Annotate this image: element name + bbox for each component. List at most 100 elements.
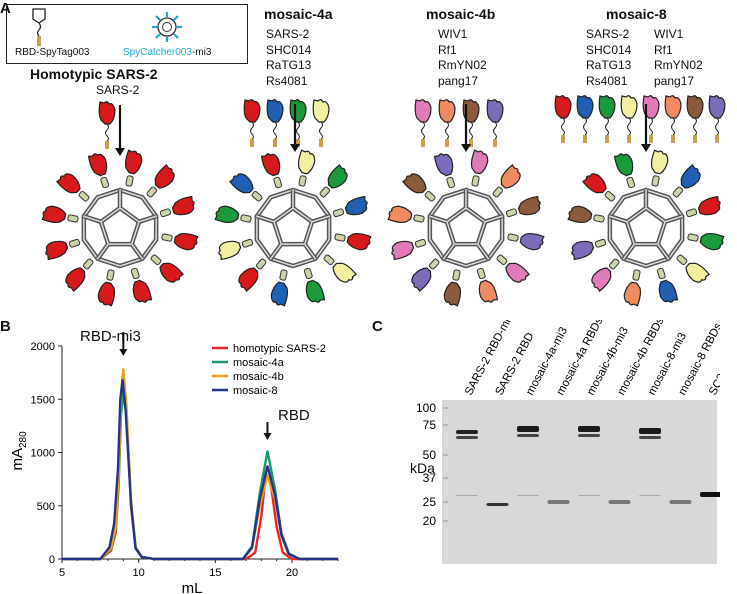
gel-band <box>517 434 539 437</box>
marker-label: 37 <box>423 471 437 485</box>
spycatcher-link-icon <box>656 267 666 280</box>
strain-item: SARS-2 <box>266 27 310 41</box>
spycatcher-link-icon <box>604 190 616 202</box>
rbd-icon <box>266 99 284 123</box>
legend-label: mosaic-4a <box>233 357 285 369</box>
rbd-icon <box>297 149 316 175</box>
peak-label-rbd-mi3: RBD-mi3 <box>80 328 141 345</box>
free-rbd <box>243 99 261 147</box>
series-line-1 <box>62 391 338 561</box>
rbd-icon <box>658 279 679 303</box>
rbd-icon <box>229 173 254 194</box>
strain-item: RmYN02 <box>438 58 487 72</box>
arrow-head-icon <box>641 144 651 152</box>
rbd-icon <box>642 95 660 119</box>
strain-homotypic: SARS-2 <box>96 83 140 97</box>
rbd-icon <box>214 205 240 224</box>
rbd-icon <box>65 267 86 292</box>
spycatcher-link-icon <box>424 190 436 202</box>
rbd-icon <box>591 267 612 292</box>
spycatcher-link-icon <box>106 269 115 281</box>
mi3-nanoparticle <box>387 149 545 307</box>
rbd-icon <box>478 279 499 303</box>
rbd-icon <box>462 99 480 123</box>
strain-item: WIV1 <box>438 27 468 41</box>
rbd-spytag-icon <box>32 8 46 46</box>
rbd-icon <box>443 281 462 307</box>
spycatcher-link-icon <box>676 254 688 266</box>
arrow-head-icon <box>290 144 300 152</box>
spycatcher-link-icon <box>593 214 605 223</box>
strain-list-mosaic-8-col2: WIV1 Rf1 RmYN02 pang17 <box>654 27 703 89</box>
gel-band <box>517 495 539 496</box>
rbd-icon <box>470 149 489 175</box>
rbd-icon <box>45 240 69 261</box>
group-title-mosaic-8: mosaic-8 <box>606 6 667 22</box>
spycatcher-link-icon <box>323 254 335 266</box>
spycatcher-link-icon <box>68 238 81 248</box>
x-tick-label: 5 <box>59 567 65 579</box>
mi3-nanoparticle <box>214 149 372 307</box>
spycatcher-mi3-icon <box>152 12 182 42</box>
marker-label: 50 <box>423 448 437 462</box>
rbd-icon <box>708 95 726 119</box>
strain-item: WIV1 <box>654 27 684 41</box>
spycatcher-link-icon <box>632 269 641 281</box>
spycatcher-link-icon <box>241 238 254 248</box>
gel-band <box>578 434 600 437</box>
gel-band <box>456 430 478 434</box>
strain-list-mosaic-4b: WIV1 Rf1 RmYN02 pang17 <box>438 27 487 89</box>
rbd-icon <box>312 99 330 123</box>
marker-label: 75 <box>423 418 437 432</box>
spycatcher-link-icon <box>594 238 607 248</box>
gel-background <box>442 400 717 564</box>
spytag-icon <box>561 135 565 143</box>
spytag-icon <box>445 139 449 147</box>
spytag-icon <box>627 135 631 143</box>
rbd-icon <box>270 281 289 307</box>
rbd-icon <box>620 95 638 119</box>
rbd-icon <box>124 149 143 175</box>
spytag-icon <box>671 135 675 143</box>
rbd-icon <box>519 232 545 251</box>
arrow-head-icon <box>461 144 471 152</box>
rbd-icon <box>567 205 593 224</box>
spycatcher-link-icon <box>428 258 440 270</box>
strain-list-mosaic-8-col1: SARS-2 SHC014 RaTG13 Rs4081 <box>586 27 631 89</box>
rbd-icon <box>571 240 595 261</box>
spytag-icon <box>605 135 609 143</box>
rbd-icon <box>159 262 184 283</box>
spytag-icon <box>296 139 300 147</box>
x-axis-label: mL <box>182 580 203 594</box>
spycatcher-suffix: -mi3 <box>191 47 212 58</box>
rbd-icon <box>686 95 704 119</box>
spytag-icon <box>469 139 473 147</box>
strain-item: SHC014 <box>586 42 632 57</box>
spycatcher-link-icon <box>255 258 267 270</box>
strain-item: Rs4081 <box>586 73 628 88</box>
spycatcher-label: SpyCatcher003-mi3 <box>123 47 211 58</box>
free-rbd <box>708 95 726 143</box>
rbd-icon <box>327 164 348 189</box>
rbd-spytag-label: RBD-SpyTag003 <box>15 47 90 58</box>
gel-band <box>639 436 661 439</box>
free-rbd <box>664 95 682 143</box>
spycatcher-link-icon <box>161 233 173 242</box>
rbd-icon <box>486 99 504 123</box>
y-tick-label: 0 <box>49 554 55 566</box>
rbd-icon <box>582 173 607 194</box>
rbd-icon <box>289 99 307 123</box>
rbd-icon <box>433 153 454 177</box>
gel-band <box>669 500 692 504</box>
free-rbd <box>414 99 432 147</box>
y-tick-label: 1500 <box>31 394 55 406</box>
y-tick-label: 500 <box>37 501 55 513</box>
strain-item: pang17 <box>438 73 479 88</box>
spycatcher-link-icon <box>130 267 140 280</box>
strain-item: Rf1 <box>654 42 673 57</box>
rbd-icon <box>680 164 701 189</box>
spytag-icon <box>421 139 425 147</box>
free-rbd <box>620 95 638 143</box>
marker-label: 20 <box>423 514 437 528</box>
rbd-icon <box>685 262 710 283</box>
